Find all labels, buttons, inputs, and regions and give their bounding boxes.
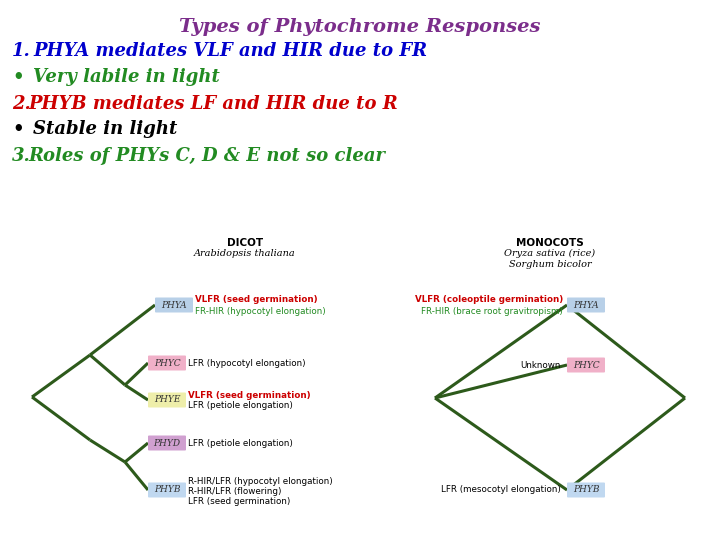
Text: PHYA mediates VLF and HIR due to FR: PHYA mediates VLF and HIR due to FR	[33, 42, 427, 60]
Text: LFR (petiole elongation): LFR (petiole elongation)	[188, 438, 293, 448]
Text: FR-HIR (hypocotyl elongation): FR-HIR (hypocotyl elongation)	[195, 307, 325, 315]
Text: MONOCOTS: MONOCOTS	[516, 238, 584, 248]
Text: 1.: 1.	[12, 42, 31, 60]
Text: R-HIR/LFR (flowering): R-HIR/LFR (flowering)	[188, 488, 282, 496]
Text: •: •	[12, 68, 24, 86]
Text: R-HIR/LFR (hypocotyl elongation): R-HIR/LFR (hypocotyl elongation)	[188, 477, 333, 487]
FancyBboxPatch shape	[567, 298, 605, 313]
Text: PHYD: PHYD	[153, 438, 181, 448]
Text: 3.: 3.	[12, 147, 31, 165]
Text: VLFR (coleoptile germination): VLFR (coleoptile germination)	[415, 295, 563, 305]
Text: FR-HIR (brace root gravitropism): FR-HIR (brace root gravitropism)	[421, 307, 563, 315]
Text: Arabidopsis thaliana: Arabidopsis thaliana	[194, 249, 296, 258]
FancyBboxPatch shape	[148, 393, 186, 408]
Text: Stable in light: Stable in light	[33, 120, 177, 138]
Text: VLFR (seed germination): VLFR (seed germination)	[195, 295, 318, 305]
Text: PHYC: PHYC	[153, 359, 180, 368]
FancyBboxPatch shape	[567, 357, 605, 373]
Text: LFR (hypocotyl elongation): LFR (hypocotyl elongation)	[188, 359, 305, 368]
Text: 2.: 2.	[12, 95, 31, 113]
Text: Sorghum bicolor: Sorghum bicolor	[509, 260, 591, 269]
Text: Very labile in light: Very labile in light	[33, 68, 220, 86]
FancyBboxPatch shape	[567, 483, 605, 497]
FancyBboxPatch shape	[155, 298, 193, 313]
Text: LFR (mesocotyl elongation): LFR (mesocotyl elongation)	[441, 485, 561, 495]
Text: PHYB: PHYB	[572, 485, 599, 495]
Text: PHYB: PHYB	[154, 485, 180, 495]
Text: PHYB mediates LF and HIR due to R: PHYB mediates LF and HIR due to R	[28, 95, 397, 113]
Text: VLFR (seed germination): VLFR (seed germination)	[188, 390, 310, 400]
Text: Oryza sativa (rice): Oryza sativa (rice)	[505, 249, 595, 258]
FancyBboxPatch shape	[148, 435, 186, 450]
Text: PHYE: PHYE	[154, 395, 180, 404]
Text: •: •	[12, 120, 24, 138]
FancyBboxPatch shape	[148, 355, 186, 370]
FancyBboxPatch shape	[148, 483, 186, 497]
Text: Unknown: Unknown	[521, 361, 561, 369]
Text: PHYC: PHYC	[572, 361, 599, 369]
Text: Types of Phytochrome Responses: Types of Phytochrome Responses	[179, 18, 541, 36]
Text: LFR (seed germination): LFR (seed germination)	[188, 497, 290, 507]
Text: PHYA: PHYA	[573, 300, 599, 309]
Text: PHYA: PHYA	[161, 300, 186, 309]
Text: Roles of PHYs C, D & E not so clear: Roles of PHYs C, D & E not so clear	[28, 147, 385, 165]
Text: DICOT: DICOT	[227, 238, 263, 248]
Text: LFR (petiole elongation): LFR (petiole elongation)	[188, 402, 293, 410]
